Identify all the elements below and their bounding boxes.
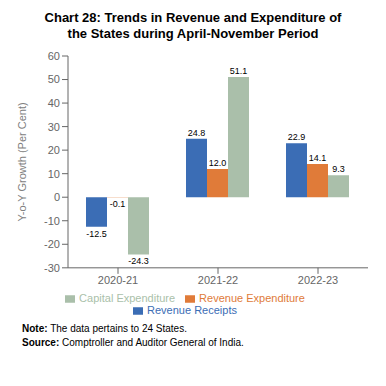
svg-text:2021-22: 2021-22 <box>198 274 238 286</box>
svg-text:-10: -10 <box>44 215 60 227</box>
svg-text:14.1: 14.1 <box>309 153 327 163</box>
html-text:Chart 28: Trends in Revenue an: Chart 28: Trends in Revenue and Expendit… <box>44 10 342 25</box>
svg-text:30: 30 <box>48 121 60 133</box>
html-text:Source: Comptroller and Audito: Source: Comptroller and Auditor General … <box>22 337 244 348</box>
svg-text:0: 0 <box>54 191 60 203</box>
html-text:the States during April-Novemb: the States during April-November Period <box>67 26 319 41</box>
svg-text:12.0: 12.0 <box>209 158 227 168</box>
svg-text:2022-23: 2022-23 <box>298 274 338 286</box>
svg-text:10: 10 <box>48 168 60 180</box>
svg-text:-12.5: -12.5 <box>86 229 107 239</box>
svg-text:-20: -20 <box>44 238 60 250</box>
svg-text:40: 40 <box>48 97 60 109</box>
svg-text:60: 60 <box>48 50 60 62</box>
html-text:Capital Expenditure: Capital Expenditure <box>79 291 176 304</box>
html-text:Revenue Receipts: Revenue Receipts <box>147 303 237 316</box>
svg-text:9.3: 9.3 <box>332 164 345 174</box>
svg-text:-24.3: -24.3 <box>128 256 149 266</box>
svg-text:Y-o-Y Growth (Per Cent): Y-o-Y Growth (Per Cent) <box>16 102 28 221</box>
svg-text:20: 20 <box>48 144 60 156</box>
svg-text:-30: -30 <box>44 262 60 274</box>
svg-text:2020-21: 2020-21 <box>98 274 138 286</box>
html-text:Note: The data pertains to 24: Note: The data pertains to 24 States. <box>22 323 187 334</box>
svg-text:50: 50 <box>48 73 60 85</box>
svg-text:51.1: 51.1 <box>230 66 248 76</box>
svg-text:-0.1: -0.1 <box>110 199 126 209</box>
html-text:Revenue Expenditure: Revenue Expenditure <box>199 291 305 304</box>
svg-text:24.8: 24.8 <box>188 128 206 138</box>
svg-text:22.9: 22.9 <box>288 132 306 142</box>
